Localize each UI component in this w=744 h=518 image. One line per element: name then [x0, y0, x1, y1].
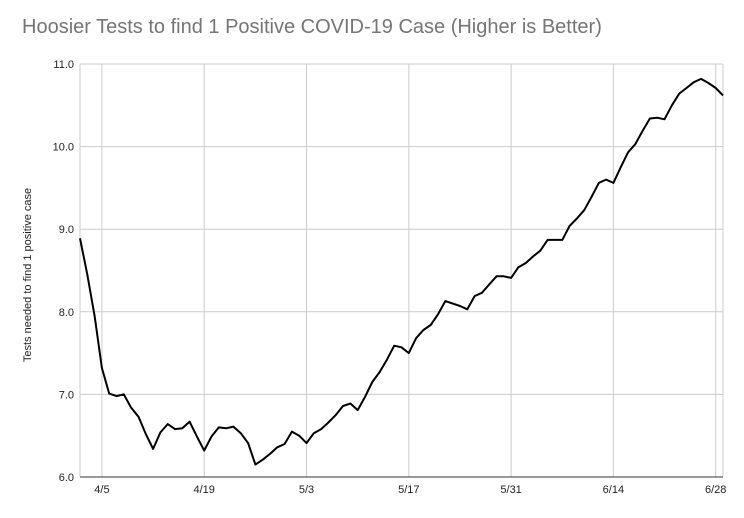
x-tick-label: 5/3: [299, 484, 314, 496]
x-tick-label: 6/14: [603, 484, 624, 496]
y-tick-label: 9.0: [59, 224, 74, 236]
chart-title: Hoosier Tests to find 1 Positive COVID-1…: [22, 16, 602, 38]
y-tick-label: 7.0: [59, 389, 74, 401]
y-axis-label: Tests needed to find 1 positive case: [22, 188, 34, 362]
y-tick-label: 6.0: [59, 472, 74, 484]
x-tick-label: 5/31: [500, 484, 521, 496]
x-tick-label: 5/17: [398, 484, 419, 496]
y-tick-label: 10.0: [53, 142, 74, 154]
x-tick-label: 4/5: [94, 484, 109, 496]
x-tick-label: 4/19: [194, 484, 215, 496]
y-tick-label: 11.0: [53, 59, 74, 71]
y-tick-label: 8.0: [59, 307, 74, 319]
x-tick-label: 6/28: [705, 484, 726, 496]
series-line: [79, 77, 724, 466]
